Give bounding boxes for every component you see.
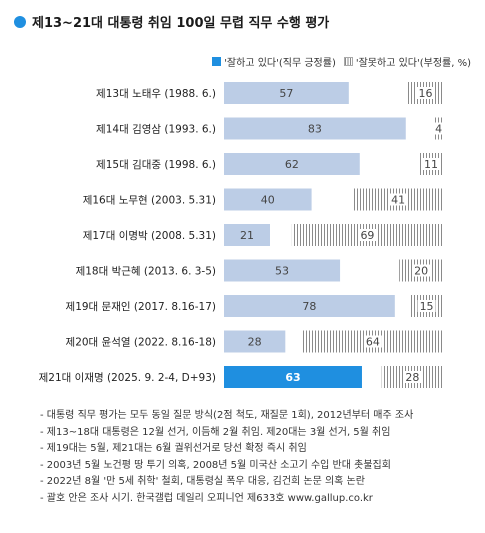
negative-value-label: 15 bbox=[420, 300, 434, 313]
positive-value-label: 83 bbox=[308, 123, 322, 136]
category-label: 제19대 문재인 (2017. 8.16-17) bbox=[66, 301, 216, 313]
negative-value-label: 20 bbox=[414, 265, 428, 278]
negative-value-label: 69 bbox=[360, 229, 374, 242]
negative-value-bg bbox=[358, 229, 377, 241]
footnote-line: - 제13~18대 대통령은 12월 선거, 이듬해 2월 취임. 제20대는 … bbox=[40, 426, 391, 438]
footnotes: - 대통령 직무 평가는 모두 동일 질문 방식(2점 척도, 재질문 1회),… bbox=[40, 408, 413, 507]
chart-legend: '잘하고 있다'(직무 긍정률) '잘못하고 있다'(부정률, %) bbox=[212, 54, 471, 69]
negative-value-bg bbox=[417, 300, 436, 312]
category-label: 제13대 노태우 (1988. 6.) bbox=[96, 88, 216, 100]
negative-value-bg bbox=[421, 158, 440, 170]
positive-bar bbox=[224, 295, 395, 317]
category-label: 제15대 김대중 (1998. 6.) bbox=[96, 159, 216, 171]
footnote-line: - 대통령 직무 평가는 모두 동일 질문 방식(2점 척도, 재질문 1회),… bbox=[40, 410, 414, 421]
positive-value-label: 78 bbox=[302, 300, 316, 313]
positive-bar bbox=[224, 224, 270, 246]
footnote-line: - 괄호 안은 조사 시기. 한국갤럽 데일리 오피니언 제633호 www.g… bbox=[40, 492, 373, 504]
negative-value-label: 11 bbox=[424, 158, 438, 171]
footnote-line: - 2022년 8월 '만 5세 취학' 철회, 대통령실 폭우 대응, 김건희… bbox=[40, 476, 365, 487]
positive-bar bbox=[224, 153, 360, 175]
positive-value-label: 53 bbox=[275, 265, 289, 278]
negative-value-bg bbox=[403, 371, 422, 383]
negative-value-bg bbox=[433, 122, 445, 135]
negative-value-label: 28 bbox=[405, 371, 419, 384]
category-label: 제16대 노무현 (2003. 5.31) bbox=[83, 195, 216, 207]
legend-positive-swatch-icon bbox=[212, 57, 222, 66]
positive-bar bbox=[224, 366, 362, 388]
category-label: 제21대 이재명 (2025. 9. 2-4, D+93) bbox=[39, 372, 216, 384]
positive-bar bbox=[224, 259, 341, 282]
negative-value-label: 4 bbox=[435, 123, 442, 136]
positive-value-label: 57 bbox=[279, 87, 293, 100]
category-label: 제20대 윤석열 (2022. 8.16-18) bbox=[66, 337, 216, 349]
positive-value-label: 21 bbox=[240, 229, 254, 242]
positive-bar bbox=[224, 188, 312, 211]
negative-value-bg bbox=[412, 264, 431, 277]
positive-value-label: 40 bbox=[261, 194, 275, 207]
negative-value-label: 41 bbox=[391, 194, 405, 207]
footnote-line: - 제19대는 5월, 제21대는 6월 궐위선거로 당선 확정 즉시 취임 bbox=[40, 443, 307, 454]
positive-value-label: 28 bbox=[248, 336, 262, 349]
approval-bar-chart: 제13대 노태우 (1988. 6.) 57 16 제14대 김영삼 (1993. 6… bbox=[39, 82, 445, 388]
negative-value-label: 16 bbox=[418, 87, 432, 100]
category-label: 제18대 박근혜 (2013. 6. 3-5) bbox=[76, 266, 216, 278]
category-label: 제14대 김영삼 (1993. 6.) bbox=[96, 124, 216, 136]
positive-value-label: 63 bbox=[285, 371, 300, 384]
negative-value-label: 64 bbox=[366, 336, 380, 349]
chart-title: 제13~21대 대통령 취임 100일 무렵 직무 수행 평가 bbox=[32, 16, 330, 31]
chart-title-row: 제13~21대 대통령 취임 100일 무렵 직무 수행 평가 bbox=[14, 12, 329, 31]
positive-bar bbox=[224, 330, 286, 353]
legend-positive-label: '잘하고 있다'(직무 긍정률) bbox=[224, 58, 336, 69]
positive-bar bbox=[224, 82, 349, 104]
title-bullet-icon bbox=[14, 15, 26, 28]
category-label: 제17대 이명박 (2008. 5.31) bbox=[83, 230, 216, 242]
legend-negative-swatch-icon bbox=[343, 57, 353, 66]
positive-value-label: 62 bbox=[285, 158, 299, 171]
legend-negative-label: '잘못하고 있다'(부정률, %) bbox=[355, 58, 471, 69]
negative-value-bg bbox=[363, 335, 382, 348]
negative-value-bg bbox=[416, 87, 435, 99]
negative-value-bg bbox=[389, 193, 408, 206]
positive-bar bbox=[224, 117, 406, 140]
footnote-line: - 2003년 5월 노건평 땅 투기 의혹, 2008년 5월 미국산 소고기… bbox=[40, 459, 391, 471]
